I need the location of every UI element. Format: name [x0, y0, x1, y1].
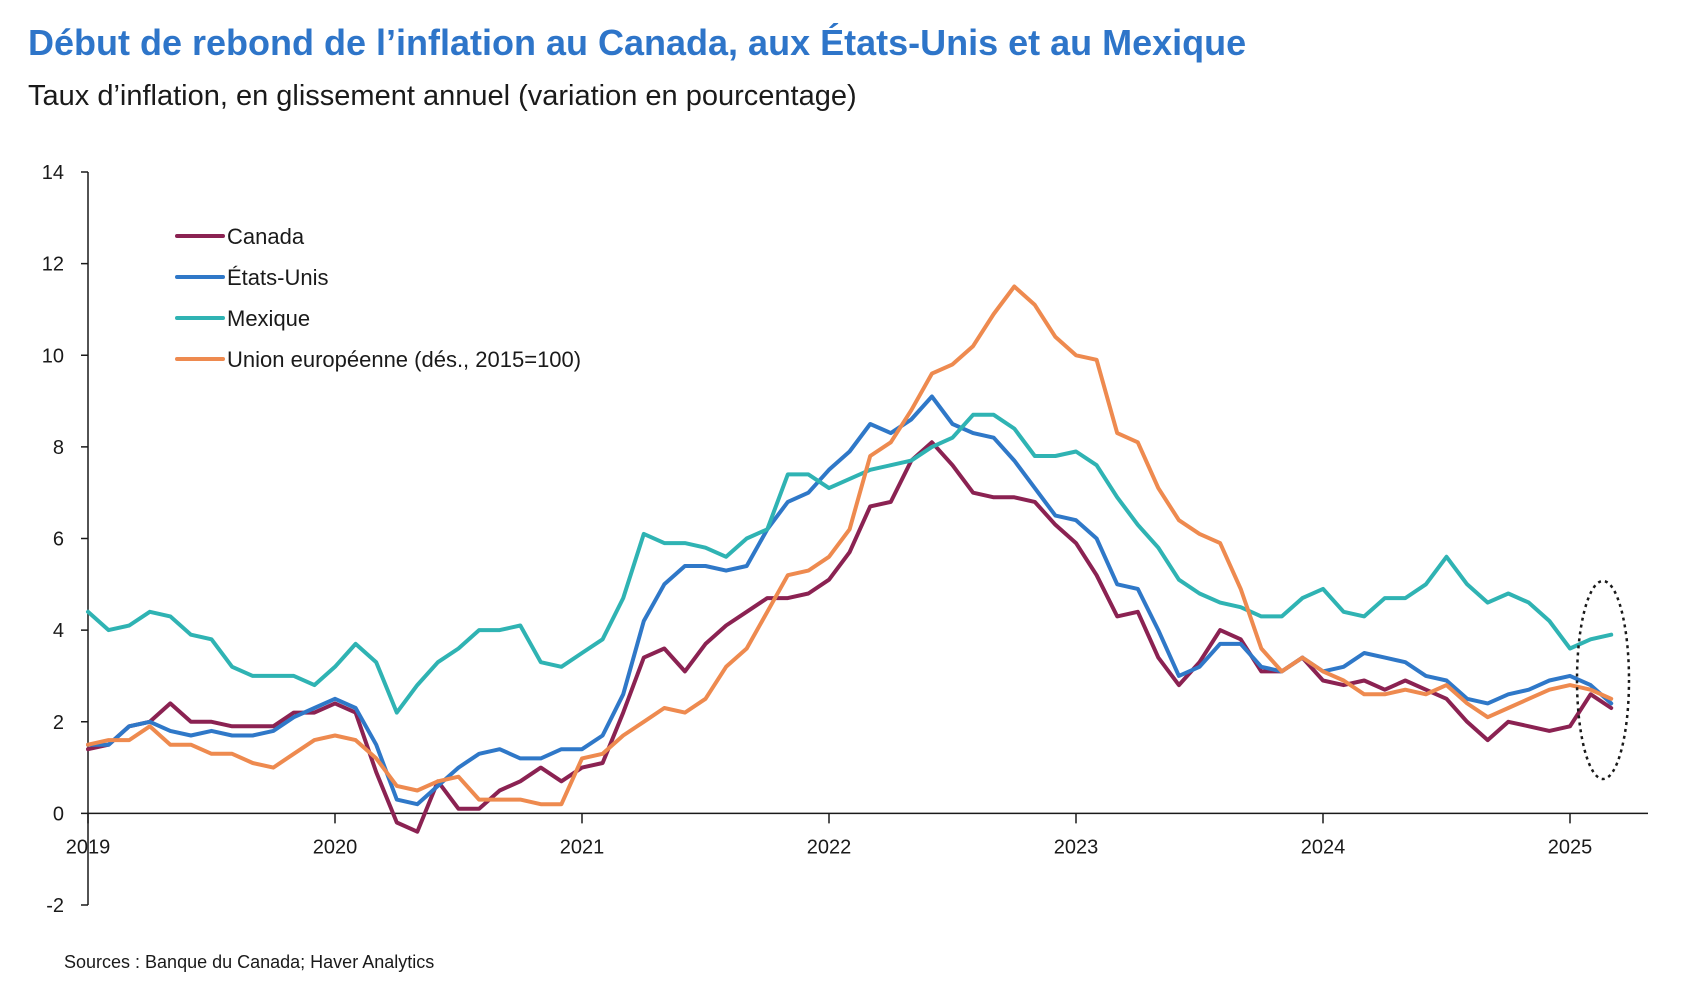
x-tick-label: 2024: [1301, 836, 1346, 858]
series-mexique-line: [86, 412, 1614, 715]
series-usa-line: [86, 394, 1614, 807]
y-tick-label: 0: [53, 803, 64, 825]
source-note: Sources : Banque du Canada; Haver Analyt…: [64, 952, 435, 972]
highlight-ellipse: [1575, 579, 1631, 781]
y-tick-label: 4: [53, 620, 64, 642]
x-tick-label: 2020: [313, 836, 358, 858]
y-tick-label: 8: [53, 437, 64, 459]
legend: Canada États-Unis Mexique Union européenne …: [175, 224, 581, 372]
chart-title: Début de rebond de l’inflation au Canada…: [28, 22, 1247, 63]
y-tick-label: 14: [42, 162, 64, 184]
series-canada-line: [86, 440, 1614, 834]
legend-label: Canada: [227, 224, 305, 249]
x-tick-label: 2021: [560, 836, 605, 858]
legend-label: Union européenne (dés., 2015=100): [227, 347, 581, 372]
y-tick-label: -2: [46, 895, 64, 917]
x-tick-label: 2023: [1054, 836, 1099, 858]
y-tick-label: 12: [42, 254, 64, 276]
chart-subtitle: Taux d’inflation, en glissement annuel (…: [28, 80, 857, 112]
x-tick-label: 2019: [66, 836, 111, 858]
legend-label: Mexique: [227, 306, 310, 331]
series-lines: [86, 284, 1614, 834]
x-tick-label: 2022: [807, 836, 852, 858]
x-tick-label: 2025: [1548, 836, 1593, 858]
y-tick-label: 2: [53, 712, 64, 734]
axes: -2 0 2 4 6 8 10 12 14 2019 2020 2021 2022 2023 2024 202…: [42, 162, 1648, 917]
y-tick-label: 6: [53, 529, 64, 551]
y-tick-label: 10: [42, 345, 64, 367]
series-ue-line: [86, 284, 1614, 807]
legend-label: États-Unis: [227, 265, 328, 290]
